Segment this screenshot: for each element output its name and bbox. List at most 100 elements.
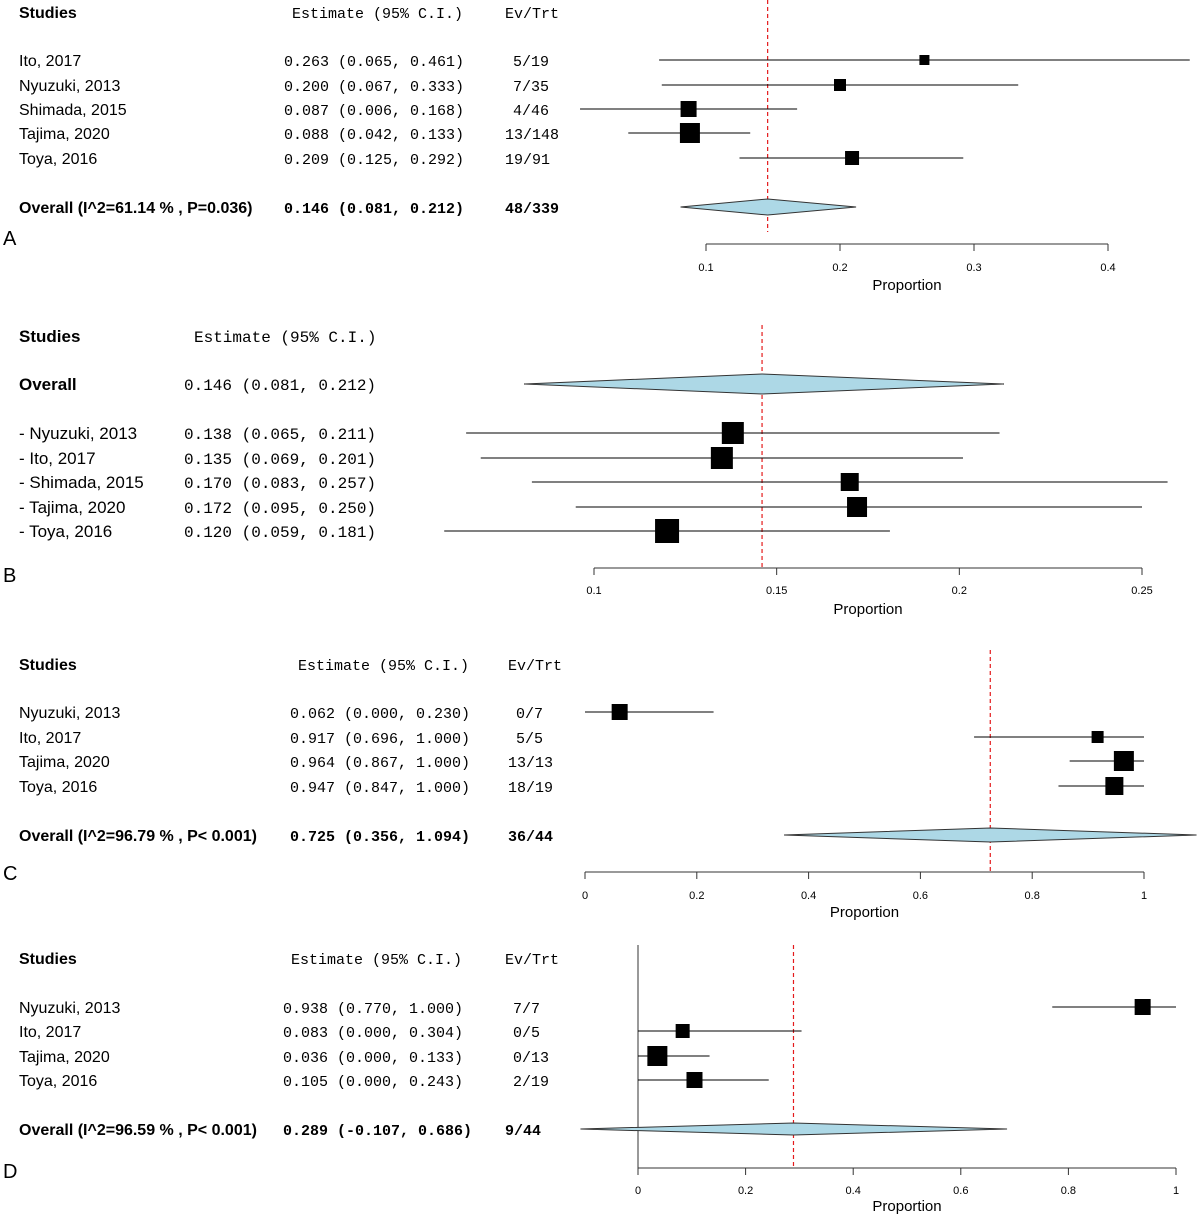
study-label: Toya, 2016 (19, 1073, 97, 1090)
study-marker (686, 1072, 703, 1088)
x-tick-label: 0.2 (738, 1185, 753, 1197)
study-label: Nyuzuki, 2013 (19, 705, 120, 722)
study-estimate: 0.135 (0.069, 0.201) (184, 451, 376, 469)
x-axis-label: Proportion (830, 904, 899, 921)
overall-label: Overall (19, 375, 77, 394)
header-studies: Studies (19, 327, 80, 346)
study-marker (834, 79, 846, 91)
study-marker (1134, 999, 1151, 1015)
study-label: Shimada, 2015 (19, 102, 127, 119)
x-tick-label: 0.8 (1025, 890, 1040, 902)
x-tick-label: 0.6 (953, 1185, 968, 1197)
header-evtrt: Ev/Trt (508, 658, 562, 675)
study-estimate: 0.138 (0.065, 0.211) (184, 426, 376, 444)
study-evtrt: 5/19 (513, 54, 549, 71)
study-estimate: 0.087 (0.006, 0.168) (284, 103, 464, 120)
study-label: - Nyuzuki, 2013 (19, 424, 137, 443)
overall-label: Overall (I^2=96.79 % , P< 0.001) (19, 828, 257, 845)
study-label: Tajima, 2020 (19, 754, 110, 771)
header-evtrt: Ev/Trt (505, 952, 559, 969)
overall-diamond (524, 373, 1004, 395)
study-evtrt: 0/13 (513, 1050, 549, 1067)
study-evtrt: 5/5 (516, 731, 543, 748)
study-estimate: 0.036 (0.000, 0.133) (283, 1050, 463, 1067)
study-evtrt: 18/19 (508, 780, 553, 797)
x-axis-label: Proportion (872, 277, 941, 294)
study-label: Toya, 2016 (19, 779, 97, 796)
x-tick-label: 0.3 (966, 262, 981, 274)
header-estimate: Estimate (95% C.I.) (298, 658, 469, 675)
study-estimate: 0.105 (0.000, 0.243) (283, 1074, 463, 1091)
study-evtrt: 0/5 (513, 1025, 540, 1042)
study-label: Ito, 2017 (19, 53, 81, 70)
study-marker (1113, 751, 1134, 771)
overall-label: Overall (I^2=61.14 % , P=0.036) (19, 200, 253, 217)
study-marker (655, 519, 680, 543)
panel-letter: A (3, 228, 17, 250)
study-marker (840, 473, 859, 491)
study-estimate: 0.062 (0.000, 0.230) (290, 706, 470, 723)
x-tick-label: 0.6 (913, 890, 928, 902)
study-estimate: 0.200 (0.067, 0.333) (284, 79, 464, 96)
x-tick-label: 0.4 (1100, 262, 1115, 274)
x-tick-label: 1 (1141, 890, 1147, 902)
study-estimate: 0.917 (0.696, 1.000) (290, 731, 470, 748)
study-marker (919, 55, 930, 65)
study-estimate: 0.209 (0.125, 0.292) (284, 152, 464, 169)
panel-letter: D (3, 1161, 17, 1183)
panel-letter: B (3, 565, 16, 587)
study-estimate: 0.083 (0.000, 0.304) (283, 1025, 463, 1042)
x-tick-label: 1 (1173, 1185, 1179, 1197)
study-marker (611, 704, 628, 720)
x-axis-label: Proportion (872, 1198, 941, 1215)
study-evtrt: 2/19 (513, 1074, 549, 1091)
study-marker (721, 422, 744, 444)
study-label: Nyuzuki, 2013 (19, 78, 120, 95)
x-tick-label: 0 (635, 1185, 641, 1197)
x-tick-label: 0.2 (689, 890, 704, 902)
study-marker (647, 1046, 668, 1066)
x-tick-label: 0.2 (832, 262, 847, 274)
panel-letter: C (3, 863, 17, 885)
x-axis-label: Proportion (833, 601, 902, 618)
study-marker (845, 151, 860, 165)
study-marker (680, 101, 697, 117)
overall-estimate: 0.146 (0.081, 0.212) (284, 201, 464, 218)
header-estimate: Estimate (95% C.I.) (292, 6, 463, 23)
overall-diamond (580, 1122, 1008, 1136)
x-tick-label: 0.2 (952, 585, 967, 597)
x-tick-label: 0.4 (801, 890, 816, 902)
overall-diamond (680, 198, 857, 216)
overall-label: Overall (I^2=96.59 % , P< 0.001) (19, 1122, 257, 1139)
study-evtrt: 13/13 (508, 755, 553, 772)
header-estimate: Estimate (95% C.I.) (194, 329, 376, 347)
study-marker (675, 1024, 690, 1038)
overall-diamond (783, 827, 1197, 843)
x-tick-label: 0.1 (698, 262, 713, 274)
study-evtrt: 4/46 (513, 103, 549, 120)
study-estimate: 0.088 (0.042, 0.133) (284, 127, 464, 144)
study-label: Nyuzuki, 2013 (19, 1000, 120, 1017)
study-evtrt: 7/7 (513, 1001, 540, 1018)
header-evtrt: Ev/Trt (505, 6, 559, 23)
study-evtrt: 7/35 (513, 79, 549, 96)
study-label: - Tajima, 2020 (19, 498, 125, 517)
overall-estimate: 0.146 (0.081, 0.212) (184, 377, 376, 395)
overall-estimate: 0.289 (-0.107, 0.686) (283, 1123, 472, 1140)
study-label: - Ito, 2017 (19, 449, 96, 468)
study-label: Toya, 2016 (19, 151, 97, 168)
overall-evtrt: 9/44 (505, 1123, 541, 1140)
study-evtrt: 13/148 (505, 127, 559, 144)
study-marker (1105, 777, 1124, 795)
study-marker (1091, 731, 1104, 743)
overall-evtrt: 36/44 (508, 829, 553, 846)
study-evtrt: 0/7 (516, 706, 543, 723)
header-studies: Studies (19, 657, 77, 674)
x-tick-label: 0.25 (1131, 585, 1152, 597)
study-label: Tajima, 2020 (19, 1049, 110, 1066)
study-estimate: 0.263 (0.065, 0.461) (284, 54, 464, 71)
study-label: Ito, 2017 (19, 1024, 81, 1041)
study-marker (847, 497, 868, 517)
study-marker (679, 123, 700, 143)
x-tick-label: 0 (582, 890, 588, 902)
